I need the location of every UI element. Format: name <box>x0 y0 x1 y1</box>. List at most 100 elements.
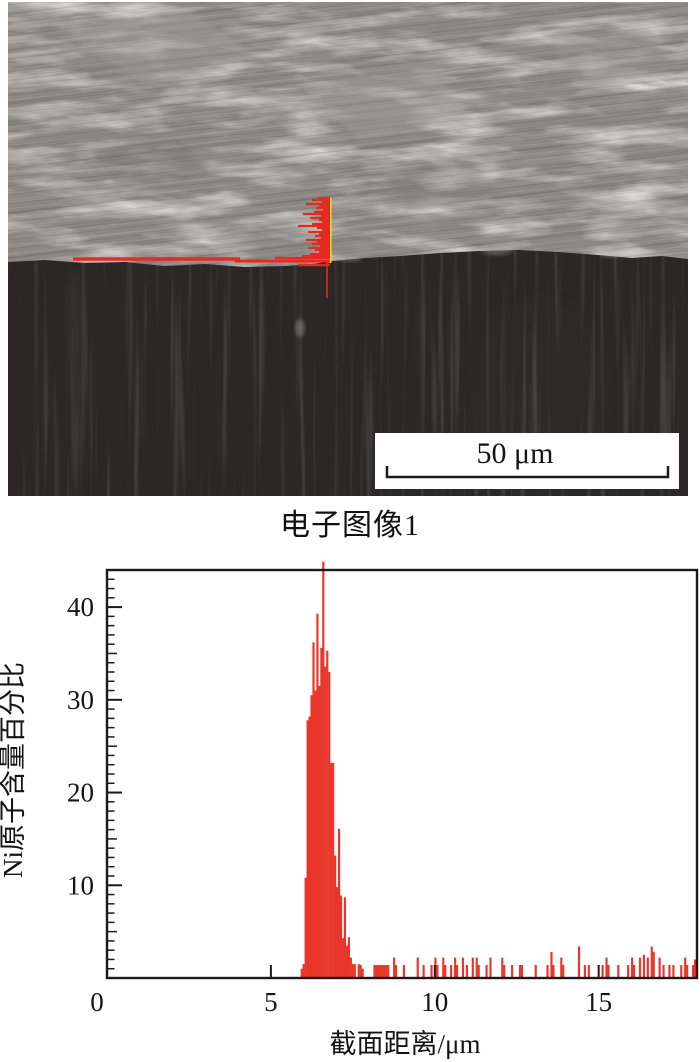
bar <box>501 957 504 978</box>
bar <box>402 965 406 978</box>
bar <box>642 954 645 978</box>
bar <box>336 887 339 978</box>
y-tick-label: 30 <box>67 685 94 715</box>
bar <box>330 762 333 978</box>
x-tick-label: 10 <box>421 987 448 1017</box>
bar <box>632 965 636 978</box>
bar <box>601 965 604 978</box>
bar <box>375 965 378 978</box>
bar <box>304 877 307 978</box>
bar <box>337 828 341 978</box>
scale-bar-label: 50 μm <box>477 437 554 470</box>
bar <box>347 937 350 978</box>
x-axis-label: 截面距离/μm <box>330 1029 481 1059</box>
bar <box>638 957 642 978</box>
bar <box>349 957 352 978</box>
bar <box>680 965 683 978</box>
bar <box>436 965 439 978</box>
bar <box>485 965 488 978</box>
linescan-overlay <box>73 196 332 298</box>
bar <box>302 964 305 978</box>
y-tick-label: 10 <box>67 870 94 900</box>
bar <box>383 965 386 978</box>
bar <box>477 965 480 978</box>
bar <box>552 965 555 978</box>
bar <box>430 965 433 978</box>
bar <box>387 965 390 978</box>
plot-frame <box>105 568 699 980</box>
bar <box>546 965 549 978</box>
bar <box>627 965 630 978</box>
bar <box>631 957 634 978</box>
bar <box>416 957 419 978</box>
bar <box>605 957 608 978</box>
bar <box>310 695 313 978</box>
bar <box>693 959 697 978</box>
bar <box>461 957 465 978</box>
bar <box>617 965 620 978</box>
bar <box>326 650 329 978</box>
x-tick-label: 15 <box>585 987 612 1017</box>
bar <box>587 965 590 978</box>
bar <box>353 964 356 978</box>
bar <box>560 957 563 978</box>
bar <box>316 613 319 978</box>
bar <box>343 897 347 978</box>
bar <box>318 685 321 978</box>
bar <box>465 965 468 978</box>
bar <box>650 946 653 978</box>
bar <box>511 965 514 978</box>
bar <box>395 965 398 978</box>
bar <box>351 964 354 978</box>
bar <box>339 895 343 978</box>
sem-surface-region <box>8 2 688 292</box>
x-tick-label: 0 <box>90 987 104 1017</box>
bar <box>442 957 445 978</box>
bar <box>308 716 311 978</box>
bar <box>672 965 675 978</box>
bar <box>454 957 457 978</box>
bar <box>320 647 323 978</box>
bar <box>686 965 689 978</box>
bar <box>455 965 459 978</box>
bar <box>503 965 506 978</box>
bar <box>357 964 360 978</box>
bar <box>359 965 362 978</box>
bar <box>450 965 453 978</box>
scale-bar-box <box>375 433 679 489</box>
y-tick-label: 20 <box>67 778 94 808</box>
bar <box>345 945 349 978</box>
bar <box>607 965 610 978</box>
bar <box>684 957 687 978</box>
bar <box>475 957 478 978</box>
bar <box>314 690 317 978</box>
bar <box>341 938 345 978</box>
bar <box>300 968 303 978</box>
axis-ticks <box>107 578 600 978</box>
bar <box>373 965 376 978</box>
scale-bar: 50 μm <box>375 433 679 489</box>
bar <box>381 965 384 978</box>
sem-caption: 电子图像1 <box>280 509 420 542</box>
bar <box>422 965 425 978</box>
bar <box>377 965 380 978</box>
bar <box>334 855 337 978</box>
bar <box>668 965 671 978</box>
bar <box>646 957 649 978</box>
bar <box>658 957 661 978</box>
bar <box>322 561 325 978</box>
bar <box>379 965 382 978</box>
sem-image: 50 μm <box>8 2 688 496</box>
bar <box>520 965 524 978</box>
x-tick-label: 5 <box>264 987 278 1017</box>
bar <box>471 957 474 978</box>
scale-bar-line <box>385 466 670 479</box>
bar <box>550 952 553 978</box>
bar <box>577 946 581 978</box>
linescan-chart: 10 20 30 40 0 5 10 15 截面距离/μm Ni原子含量百分比 <box>0 561 699 1059</box>
bar <box>312 642 315 978</box>
y-tick-label: 40 <box>67 592 94 622</box>
bar <box>489 957 492 978</box>
bar <box>444 965 447 978</box>
